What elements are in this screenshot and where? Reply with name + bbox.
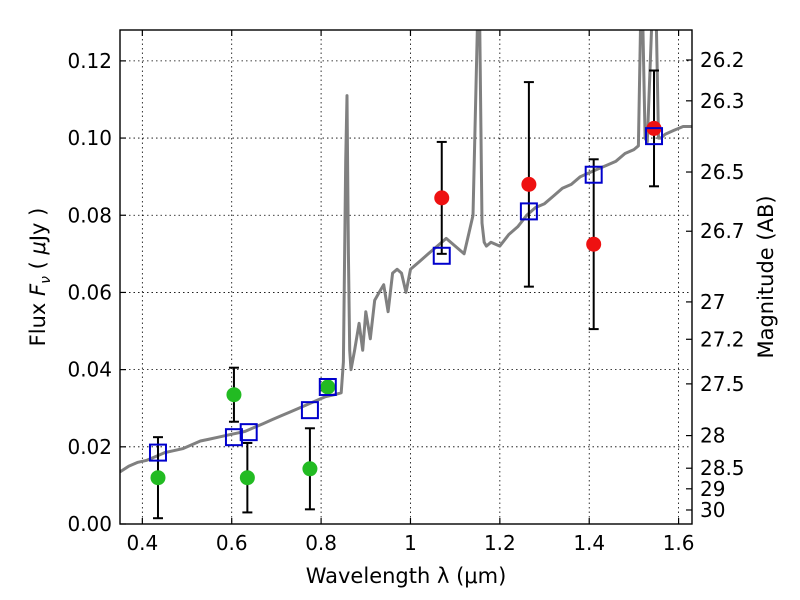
y2-tick-label: 27.5 xyxy=(700,372,745,396)
axis-ticks: 0.4 0.6 0.8 1 1.2 1.4 1.6 0.00 0.02 0.04 0.06 0.08 0… xyxy=(67,30,745,555)
spectrum-line xyxy=(120,30,692,474)
plot-area xyxy=(120,30,692,520)
optical-point xyxy=(226,387,242,403)
y-tick-label: 0.02 xyxy=(67,435,112,459)
model-point xyxy=(432,246,451,265)
y2-tick-label: 27 xyxy=(700,290,725,314)
y-tick-label: 0.12 xyxy=(67,49,112,73)
y2-tick-label: 28.5 xyxy=(700,456,745,480)
model-point xyxy=(239,423,258,442)
x-tick-label: 0.4 xyxy=(126,531,158,555)
model-point xyxy=(584,165,603,184)
optical-point xyxy=(320,379,336,395)
y2-tick-label: 29 xyxy=(700,477,725,501)
y-tick-label: 0.08 xyxy=(67,203,112,227)
model-point xyxy=(519,202,538,221)
y-axis-label: Flux Fν ( μJy ) xyxy=(26,208,54,347)
model-point xyxy=(645,127,664,146)
optical-point xyxy=(239,470,255,486)
model-point xyxy=(300,401,319,420)
y-tick-label: 0.06 xyxy=(67,280,112,304)
nir-point xyxy=(434,190,450,206)
plot-series xyxy=(120,30,692,520)
nir-point xyxy=(586,236,602,252)
y2-tick-label: 26.5 xyxy=(700,160,745,184)
y2-tick-label: 28 xyxy=(700,424,725,448)
plot-frame xyxy=(119,29,693,525)
model-point xyxy=(224,428,243,447)
y2-tick-label: 26.2 xyxy=(700,48,745,72)
optical-point xyxy=(150,470,166,486)
x-tick-label: 1.2 xyxy=(484,531,516,555)
y-tick-label: 0.00 xyxy=(67,512,112,536)
model-point xyxy=(148,443,167,462)
x-tick-label: 0.6 xyxy=(216,531,248,555)
nir-point xyxy=(521,176,537,192)
y2-tick-label: 26.7 xyxy=(700,219,745,243)
y2-tick-label: 27.2 xyxy=(700,327,745,351)
y2-axis-label: Magnitude (AB) xyxy=(754,195,778,358)
x-tick-label: 0.8 xyxy=(305,531,337,555)
x-axis-label: Wavelength λ (μm) xyxy=(306,564,507,588)
x-tick-label: 1.6 xyxy=(663,531,695,555)
optical-point xyxy=(302,461,318,477)
y2-tick-label: 30 xyxy=(700,498,725,522)
y-tick-label: 0.04 xyxy=(67,358,112,382)
x-tick-label: 1 xyxy=(404,531,417,555)
x-tick-label: 1.4 xyxy=(573,531,605,555)
y2-tick-label: 26.3 xyxy=(700,89,745,113)
y-tick-label: 0.10 xyxy=(67,126,112,150)
model-point xyxy=(318,377,337,396)
